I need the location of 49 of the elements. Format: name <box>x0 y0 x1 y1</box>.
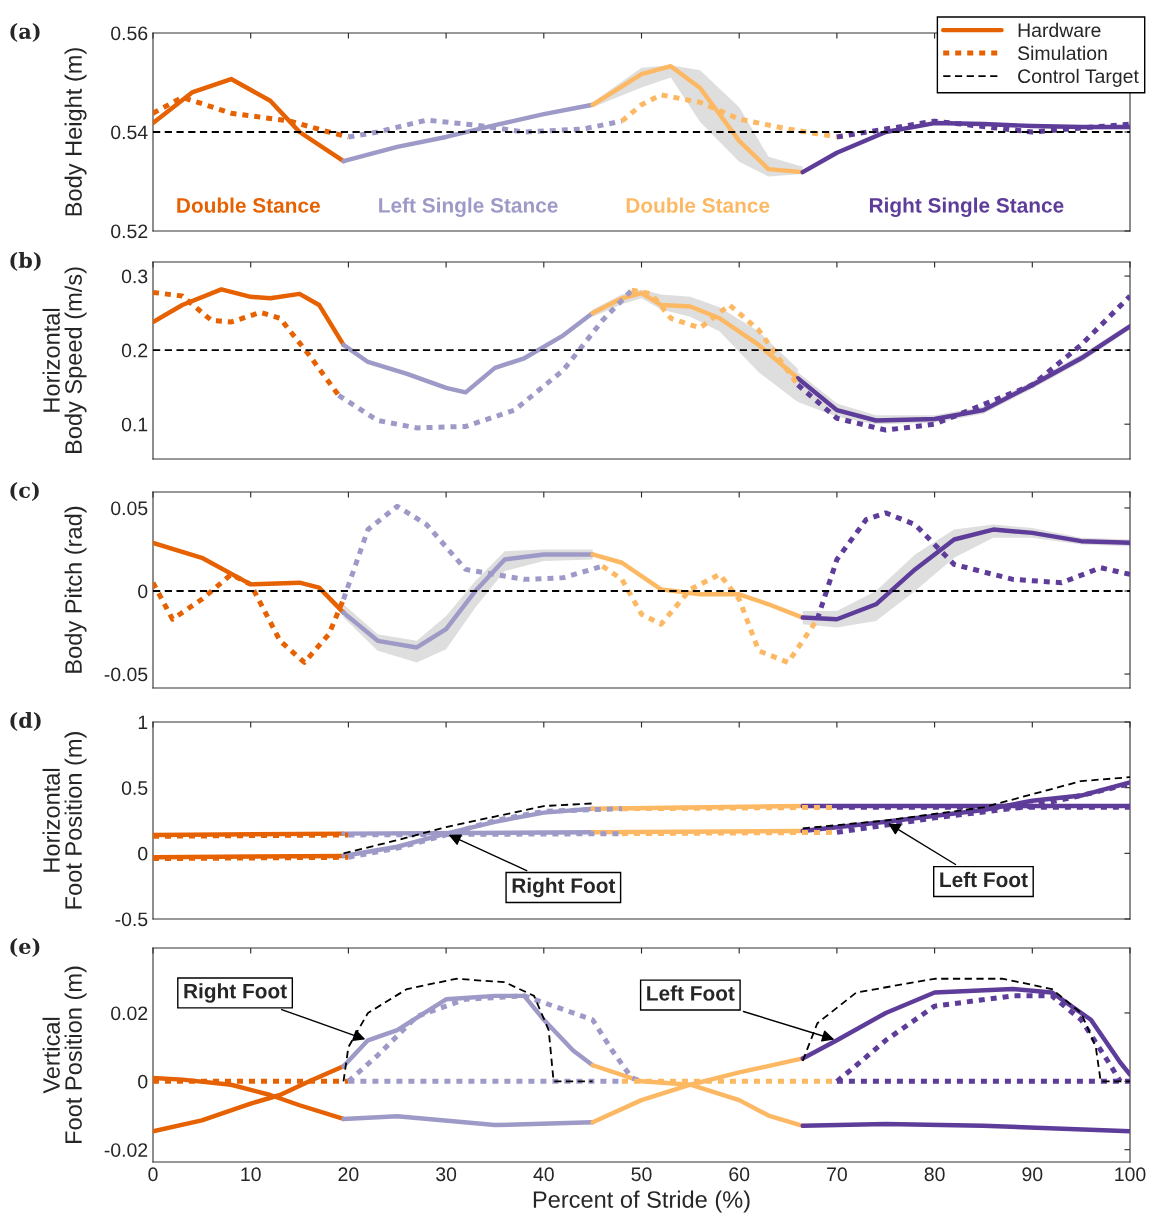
y-tick-label: 0.52 <box>111 224 148 239</box>
annotation: Right Foot <box>184 983 287 1003</box>
x-tick-label: 0 <box>148 1167 158 1182</box>
annotation: Left Single Stance <box>379 197 558 217</box>
y-tick-label: 0.56 <box>111 26 148 41</box>
y-tick-label: 1 <box>138 715 148 730</box>
y-tick-label: 0.3 <box>121 269 148 284</box>
chart-title: (a) <box>10 22 40 42</box>
y-axis-title: Body Pitch (rad) <box>64 506 87 673</box>
y-tick-label: 0 <box>138 846 148 861</box>
annotation: Right Foot <box>512 877 616 898</box>
x-tick-label: 10 <box>241 1167 261 1182</box>
chart-title: (e) <box>10 937 40 957</box>
y-axis-title: Body Height (m) <box>64 48 87 216</box>
y-tick-label: 0 <box>138 584 148 599</box>
legend-label: Simulation <box>1017 45 1107 61</box>
annotation: Double Stance <box>626 197 770 213</box>
annotation: Right Single Stance <box>869 197 1064 217</box>
y-tick-label: 0.1 <box>121 417 148 432</box>
y-tick-label: -0.5 <box>115 912 148 927</box>
x-tick-label: 20 <box>338 1167 359 1182</box>
y-tick-label: 0 <box>138 1074 148 1089</box>
x-tick-label: 100 <box>1115 1167 1146 1182</box>
x-tick-label: 70 <box>827 1167 847 1182</box>
legend-label: Hardware <box>1018 22 1101 38</box>
y-tick-label: -0.02 <box>104 1143 148 1157</box>
x-axis-title: Percent of Stride (%) <box>533 1190 750 1213</box>
y-axis-title: Horizontal Body Speed (m/s) <box>42 267 87 454</box>
y-tick-label: 0.02 <box>111 1006 148 1021</box>
y-tick-label: 0.5 <box>121 781 148 795</box>
y-tick-label: 0.54 <box>111 125 148 140</box>
y-axis-title: Vertical Foot Position (m) <box>42 966 87 1143</box>
x-tick-label: 80 <box>924 1167 945 1182</box>
legend-label: Control Target <box>1018 68 1139 87</box>
y-tick-label: 0.2 <box>121 343 148 358</box>
chart-title: (c) <box>10 481 39 501</box>
x-tick-label: 60 <box>729 1167 750 1182</box>
y-tick-label: -0.05 <box>104 667 148 682</box>
x-tick-label: 90 <box>1022 1167 1043 1182</box>
annotation: Left Foot <box>647 985 735 1001</box>
chart-title: (d) <box>10 711 41 731</box>
y-tick-label: 0.05 <box>111 501 148 516</box>
x-tick-label: 50 <box>631 1167 652 1182</box>
y-axis-title: Horizontal Foot Position (m) <box>42 732 87 909</box>
annotation: Left Foot <box>940 871 1028 888</box>
annotation: Double Stance <box>177 197 320 213</box>
chart-title: (b) <box>10 251 41 271</box>
x-tick-label: 40 <box>533 1167 554 1182</box>
x-tick-label: 30 <box>436 1167 457 1182</box>
